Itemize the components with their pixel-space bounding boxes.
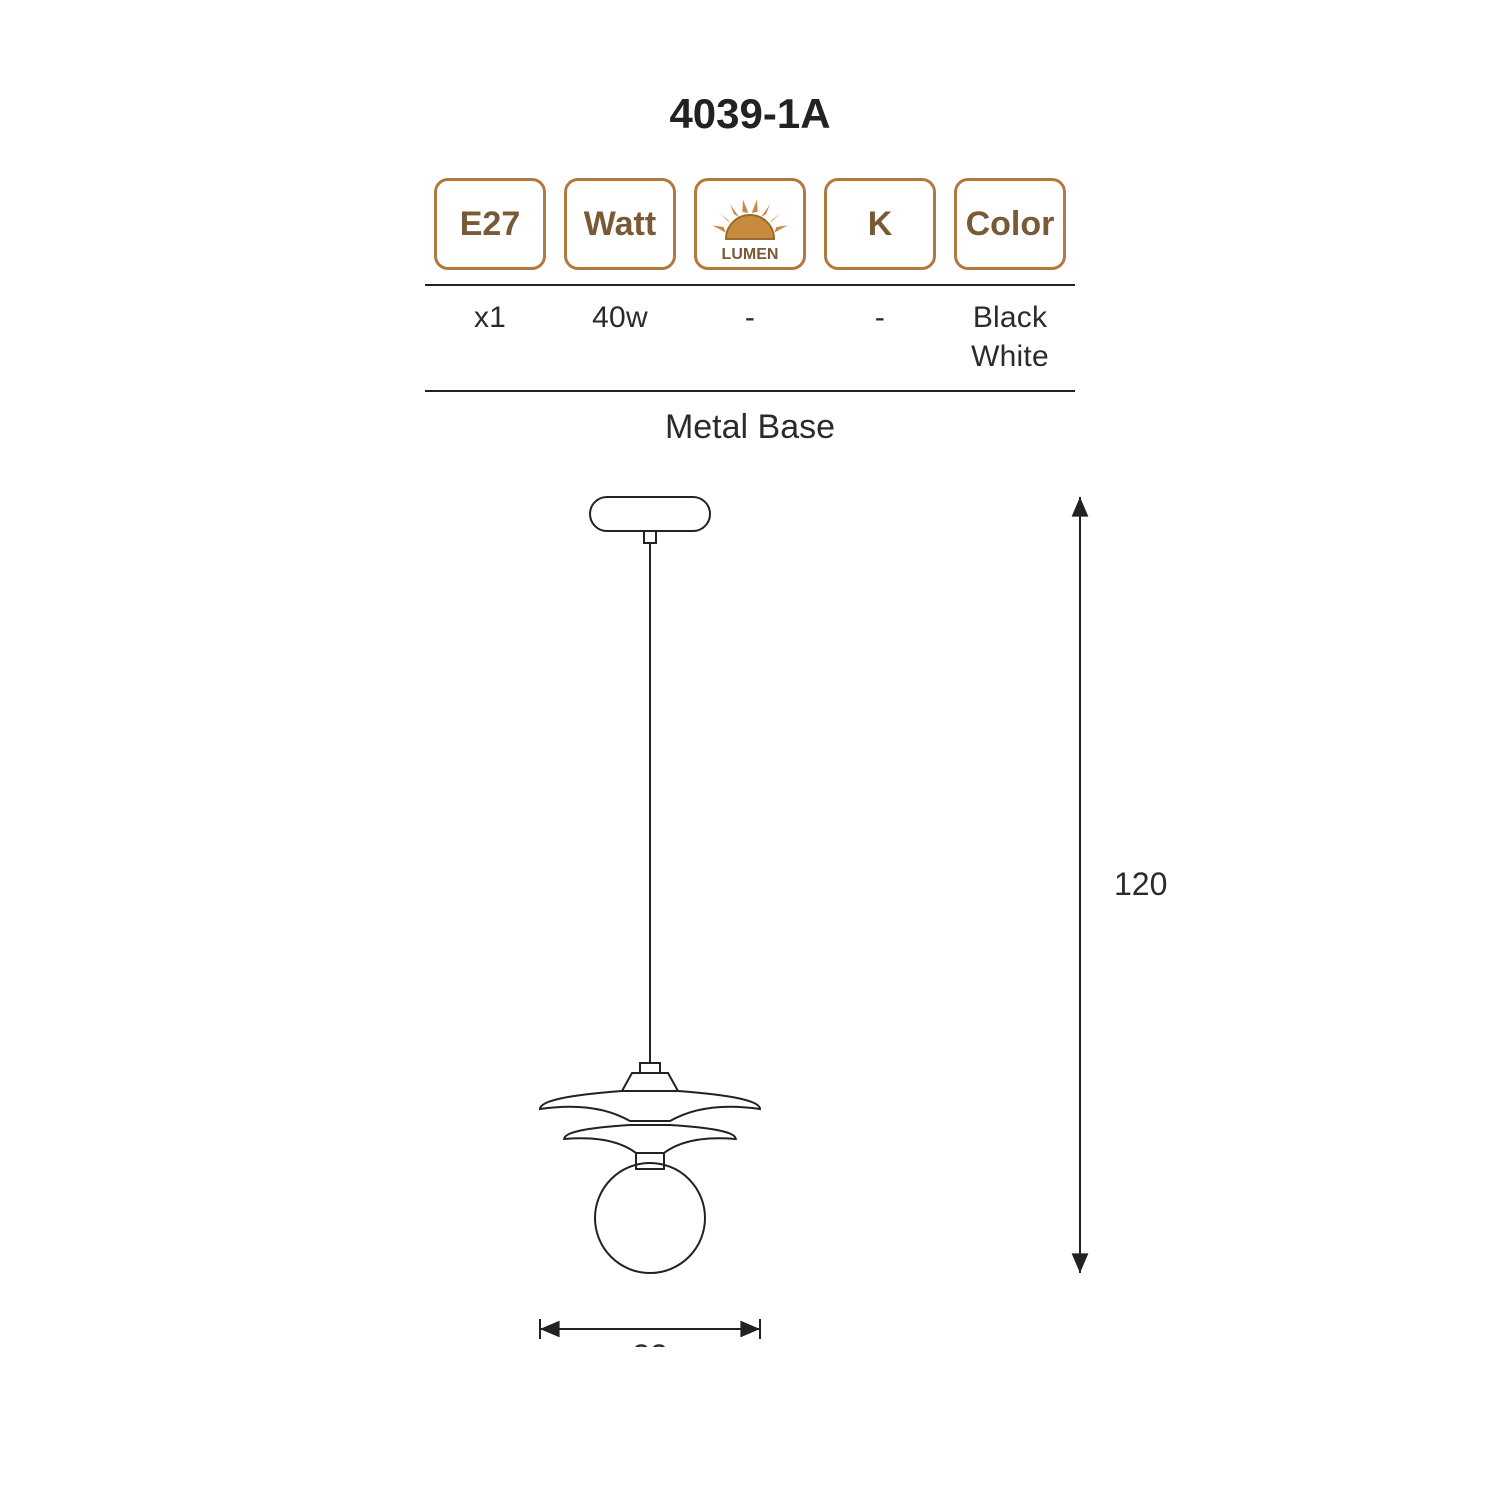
dimension-diagram: 120 22	[320, 467, 1180, 1347]
product-title: 4039-1A	[0, 90, 1500, 138]
spec-header-row: E27 Watt LUMEN K Color	[434, 178, 1066, 284]
lumen-icon: LUMEN	[697, 181, 803, 267]
spec-header-label: Watt	[584, 205, 656, 244]
material-subtitle: Metal Base	[0, 408, 1500, 447]
lumen-label: LUMEN	[722, 246, 779, 263]
dimension-width-label: 22	[632, 1338, 668, 1347]
spec-value-e27: x1	[434, 298, 546, 376]
spec-header-watt: Watt	[564, 178, 676, 270]
spec-header-label: E27	[460, 205, 521, 244]
spec-header-label: Color	[966, 205, 1055, 244]
spec-header-lumen: LUMEN	[694, 178, 806, 270]
spec-header-color: Color	[954, 178, 1066, 270]
spec-sheet: 4039-1A E27WattLUMENKColor x140w--Black …	[0, 0, 1500, 1500]
spec-table: E27WattLUMENKColor x140w--Black White	[0, 178, 1500, 392]
spec-header-e27: E27	[434, 178, 546, 270]
spec-header-k: K	[824, 178, 936, 270]
spec-header-label: K	[868, 205, 893, 244]
spec-value-color: Black White	[954, 298, 1066, 376]
rule-bottom	[425, 390, 1075, 392]
spec-value-k: -	[824, 298, 936, 376]
spec-value-lumen: -	[694, 298, 806, 376]
lamp-diagram-svg: 120 22	[320, 467, 1180, 1347]
spec-value-row: x140w--Black White	[434, 286, 1066, 376]
dimension-height-label: 120	[1114, 866, 1167, 902]
spec-value-watt: 40w	[564, 298, 676, 376]
